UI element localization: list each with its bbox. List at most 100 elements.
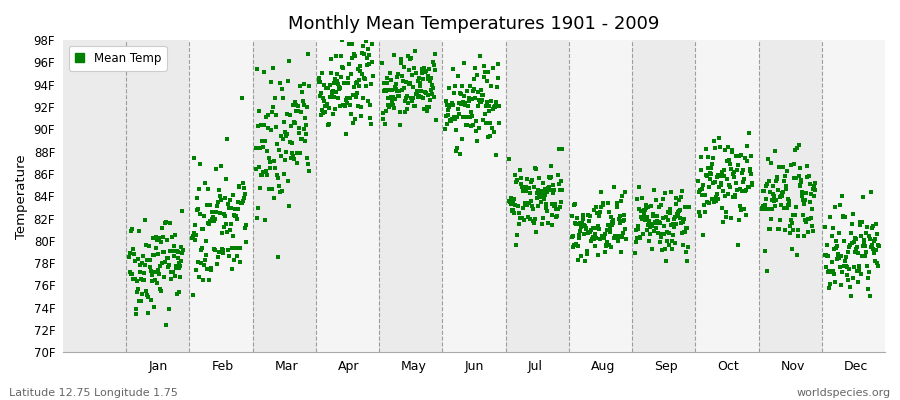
- Point: [122, 269, 137, 275]
- Point: [297, 126, 311, 132]
- Point: [490, 102, 504, 109]
- Point: [375, 60, 390, 66]
- Point: [741, 184, 755, 190]
- Point: [693, 187, 707, 194]
- Point: [854, 270, 868, 277]
- Point: [218, 195, 232, 202]
- Point: [474, 92, 489, 98]
- Point: [424, 87, 438, 94]
- Point: [290, 150, 304, 156]
- Point: [664, 189, 679, 196]
- Point: [488, 104, 502, 110]
- Point: [787, 174, 801, 181]
- Point: [805, 191, 819, 197]
- Point: [795, 189, 809, 195]
- Point: [230, 212, 244, 219]
- Point: [700, 173, 715, 179]
- Point: [765, 182, 779, 189]
- Point: [871, 242, 886, 248]
- Point: [337, 80, 351, 87]
- Point: [586, 234, 600, 240]
- Point: [762, 189, 777, 195]
- Point: [337, 65, 351, 72]
- Point: [801, 216, 815, 222]
- Point: [207, 218, 221, 224]
- Point: [169, 291, 184, 297]
- Text: worldspecies.org: worldspecies.org: [796, 388, 891, 398]
- Point: [455, 83, 470, 89]
- Point: [729, 180, 743, 186]
- Point: [554, 204, 568, 210]
- Point: [735, 170, 750, 176]
- Point: [611, 216, 625, 222]
- Point: [824, 268, 838, 275]
- Point: [648, 219, 662, 225]
- Point: [505, 207, 519, 214]
- Point: [532, 175, 546, 181]
- Point: [667, 224, 681, 230]
- Point: [713, 173, 727, 179]
- Point: [867, 237, 881, 244]
- Point: [320, 84, 335, 91]
- Point: [125, 246, 140, 252]
- Point: [156, 234, 170, 240]
- Point: [855, 219, 869, 225]
- Point: [662, 242, 676, 248]
- Point: [256, 144, 270, 150]
- Point: [669, 220, 683, 227]
- Point: [445, 100, 459, 106]
- Point: [482, 103, 496, 109]
- Point: [344, 111, 358, 118]
- Point: [253, 185, 267, 191]
- Point: [818, 252, 832, 258]
- Point: [400, 92, 414, 99]
- Point: [274, 188, 289, 194]
- Point: [414, 88, 428, 94]
- Point: [760, 156, 775, 163]
- Point: [329, 89, 344, 96]
- Point: [698, 208, 712, 215]
- Point: [132, 227, 147, 234]
- Point: [511, 203, 526, 210]
- Point: [671, 208, 686, 214]
- Point: [155, 260, 169, 266]
- Point: [129, 311, 143, 318]
- Point: [564, 234, 579, 240]
- Point: [465, 88, 480, 94]
- Point: [857, 241, 871, 248]
- Point: [302, 83, 317, 90]
- Point: [692, 209, 706, 215]
- Point: [194, 260, 208, 266]
- Point: [346, 92, 360, 98]
- Point: [463, 83, 477, 90]
- Point: [535, 188, 549, 194]
- Point: [524, 179, 538, 186]
- Point: [296, 80, 310, 87]
- Point: [754, 206, 769, 212]
- Point: [364, 59, 379, 65]
- Point: [132, 269, 147, 275]
- Point: [830, 256, 844, 262]
- Point: [340, 100, 355, 106]
- Point: [566, 232, 580, 239]
- Point: [438, 125, 453, 132]
- Point: [702, 184, 716, 190]
- Point: [553, 186, 567, 193]
- Point: [590, 204, 604, 210]
- Point: [174, 258, 188, 264]
- Point: [185, 234, 200, 241]
- Point: [573, 253, 588, 259]
- Point: [703, 176, 717, 182]
- Point: [797, 197, 812, 203]
- Point: [423, 96, 437, 103]
- Point: [590, 252, 605, 259]
- Point: [336, 102, 350, 108]
- Point: [479, 120, 493, 127]
- Point: [280, 111, 294, 117]
- Point: [156, 249, 170, 256]
- Point: [733, 186, 747, 193]
- Point: [768, 148, 782, 154]
- Point: [351, 103, 365, 110]
- Point: [292, 83, 307, 90]
- Point: [510, 203, 525, 209]
